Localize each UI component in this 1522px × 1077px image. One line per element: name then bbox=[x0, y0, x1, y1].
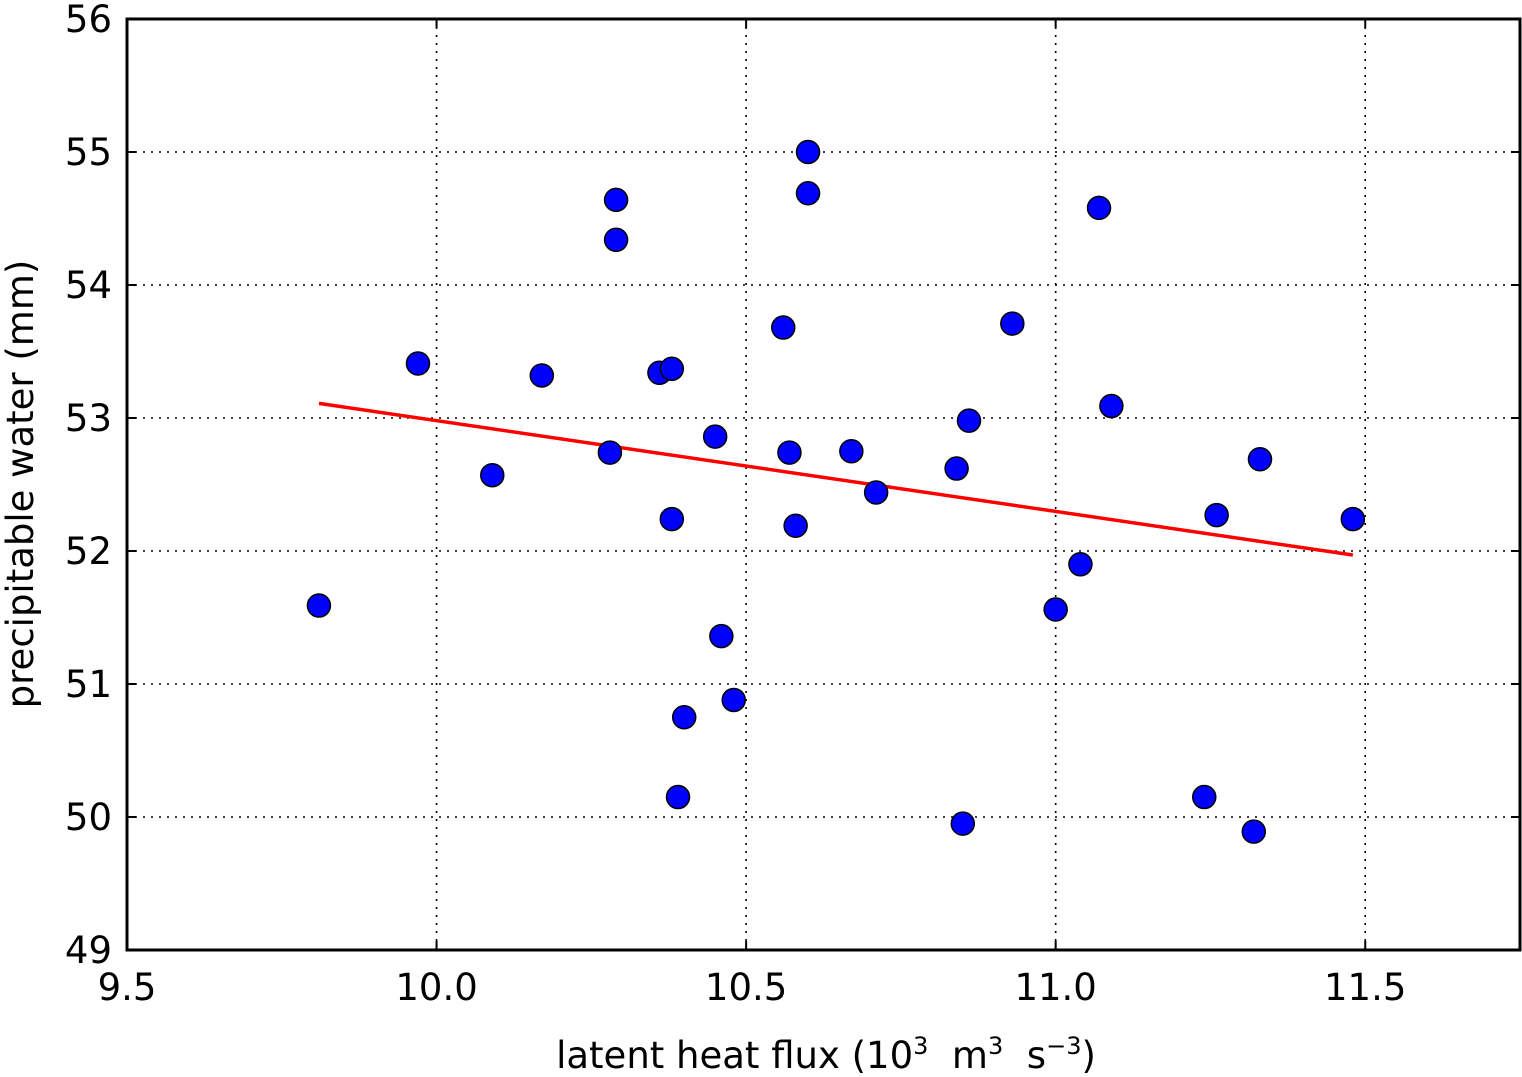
data-point bbox=[405, 351, 431, 376]
data-point bbox=[777, 440, 802, 465]
data-point bbox=[665, 784, 691, 810]
data-point bbox=[603, 187, 629, 213]
data-point bbox=[1241, 819, 1267, 844]
data-point bbox=[795, 180, 821, 206]
x-axis-label-sup2: 3 bbox=[988, 1032, 1003, 1060]
x-tick-label: 11.5 bbox=[1324, 966, 1406, 1009]
plot-frame bbox=[125, 17, 1522, 952]
data-point bbox=[480, 462, 505, 488]
data-point bbox=[306, 593, 332, 618]
data-point bbox=[1204, 502, 1229, 528]
x-tick-label: 10.5 bbox=[705, 966, 787, 1009]
data-point bbox=[863, 480, 889, 505]
data-point bbox=[603, 227, 629, 253]
data-point bbox=[709, 623, 734, 649]
x-axis-label-mid1: m bbox=[928, 1034, 988, 1077]
data-point bbox=[1086, 195, 1112, 221]
data-point bbox=[1247, 446, 1273, 472]
y-tick-label: 55 bbox=[65, 131, 112, 174]
y-tick-label: 51 bbox=[65, 663, 112, 706]
x-tick-label: 9.5 bbox=[98, 966, 157, 1009]
x-tick-label: 11.0 bbox=[1014, 966, 1096, 1009]
data-point bbox=[529, 363, 555, 388]
grid bbox=[127, 19, 1520, 950]
data-point bbox=[1000, 311, 1025, 336]
x-axis-label-mid2: s bbox=[1003, 1034, 1046, 1077]
fit-line bbox=[318, 401, 1354, 557]
data-point bbox=[671, 705, 697, 730]
points-layer bbox=[306, 139, 1366, 844]
x-axis-label-end: ) bbox=[1081, 1034, 1095, 1077]
x-tick-label: 10.0 bbox=[395, 966, 477, 1009]
data-point bbox=[597, 440, 623, 465]
y-tick-label: 56 bbox=[65, 0, 112, 41]
data-point bbox=[839, 439, 864, 464]
y-tick-label: 52 bbox=[65, 530, 112, 573]
fit-line-layer bbox=[318, 401, 1354, 557]
data-point bbox=[956, 408, 982, 433]
data-point bbox=[1192, 784, 1217, 810]
data-point bbox=[944, 456, 969, 481]
data-point bbox=[795, 139, 821, 165]
y-tick-label: 53 bbox=[65, 397, 112, 440]
data-point bbox=[659, 356, 685, 382]
x-ticks: 9.5 10.0 10.5 11.0 11.5 bbox=[98, 19, 1406, 1009]
data-point bbox=[771, 315, 796, 340]
x-axis-label-base: latent heat flux (10 bbox=[556, 1034, 913, 1077]
y-tick-label: 49 bbox=[65, 929, 112, 972]
y-tick-label: 50 bbox=[65, 796, 112, 839]
x-axis-label-sup3: −3 bbox=[1046, 1032, 1081, 1060]
x-axis-label-sup1: 3 bbox=[913, 1032, 928, 1060]
data-point bbox=[1043, 597, 1068, 622]
data-point bbox=[702, 424, 728, 449]
data-point bbox=[1099, 393, 1124, 419]
data-point bbox=[783, 513, 808, 538]
y-axis-label: precipitable water (mm) bbox=[0, 260, 42, 709]
data-point bbox=[1068, 552, 1093, 577]
data-point bbox=[950, 811, 976, 836]
data-point bbox=[1340, 506, 1366, 532]
y-ticks: 49 50 51 52 53 54 55 56 bbox=[65, 0, 1520, 972]
x-axis-label: latent heat flux (103 m3 s−3) bbox=[556, 1032, 1096, 1077]
data-point bbox=[721, 687, 746, 713]
y-tick-label: 54 bbox=[65, 264, 112, 307]
data-point bbox=[659, 506, 685, 532]
